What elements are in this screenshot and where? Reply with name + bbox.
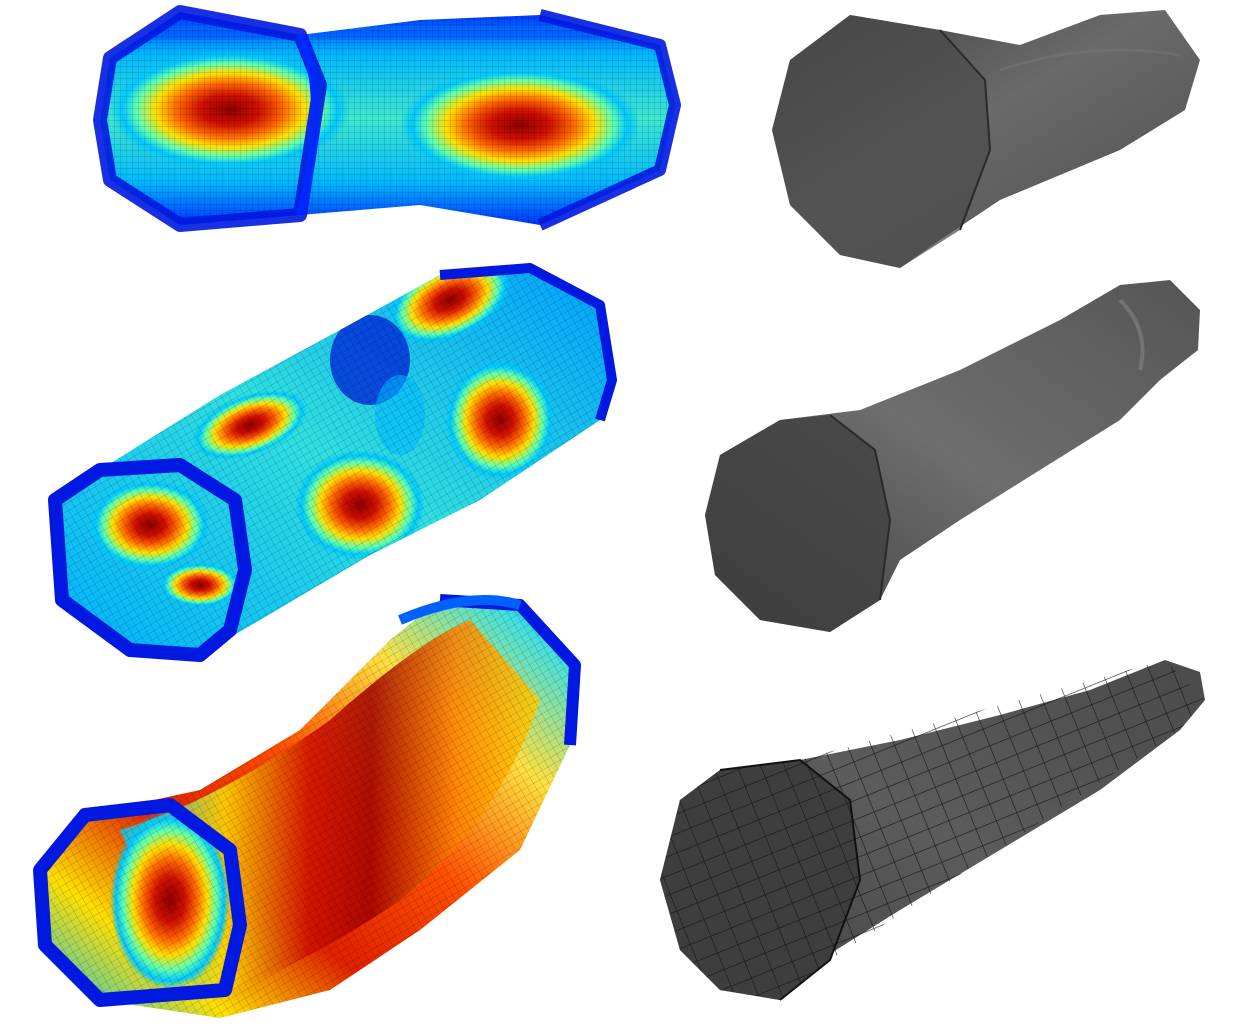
left-top-tube xyxy=(93,5,681,232)
left-bottom-tube xyxy=(33,594,581,1018)
right-top-tube xyxy=(772,10,1200,268)
right-middle-tube xyxy=(705,280,1200,632)
right-bottom-tube xyxy=(660,660,1205,1001)
left-middle-tube xyxy=(48,263,617,662)
